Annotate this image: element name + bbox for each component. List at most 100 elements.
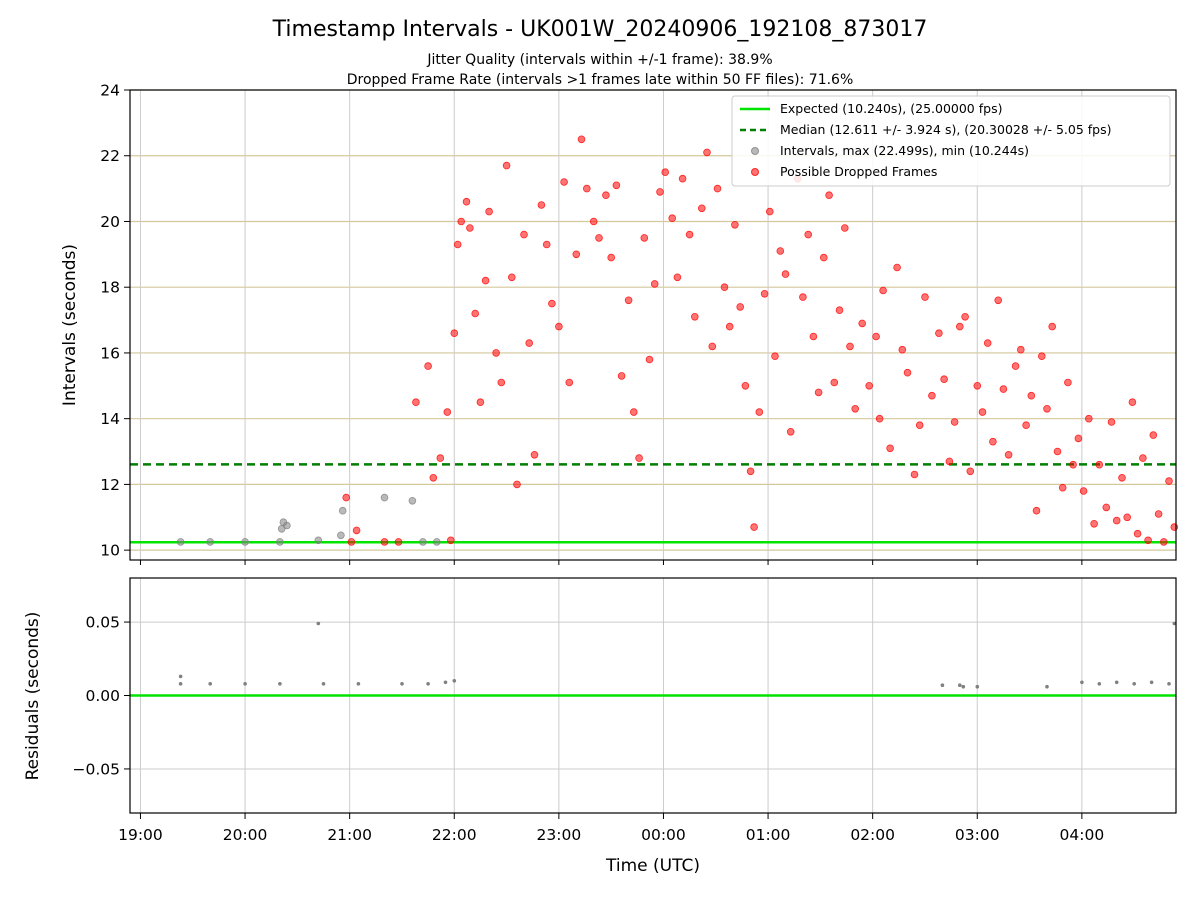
residual-point	[1167, 682, 1171, 686]
dropped-frame-point	[678, 174, 687, 183]
dropped-frame-point	[915, 421, 924, 430]
dropped-frame-point	[607, 253, 615, 262]
dropped-frame-point	[858, 319, 866, 328]
dropped-frame-point	[443, 408, 452, 416]
dropped-frame-point	[1090, 519, 1098, 528]
dropped-frame-point	[537, 201, 546, 209]
dropped-frame-point	[872, 332, 880, 341]
dropped-frame-point	[1170, 523, 1179, 531]
interval-point	[241, 538, 249, 546]
residual-point	[1080, 680, 1084, 685]
x-tick-label: 04:00	[1060, 826, 1105, 844]
top-y-tick-label: 18	[100, 279, 120, 297]
dropped-frame-point	[565, 378, 574, 387]
residual-point	[443, 680, 448, 685]
dropped-frame-point	[656, 188, 664, 196]
residual-point	[400, 682, 404, 686]
dropped-frame-point	[453, 240, 462, 249]
interval-point	[314, 536, 323, 545]
interval-point	[206, 538, 215, 546]
dropped-frame-point	[624, 296, 633, 305]
dropped-frame-point	[1107, 418, 1116, 426]
dropped-frame-point	[1133, 529, 1142, 538]
dropped-frame-point	[940, 375, 948, 384]
dropped-frame-point	[809, 332, 818, 341]
top-y-tick-label: 16	[100, 344, 120, 362]
residual-point	[1045, 684, 1049, 689]
dropped-frame-point	[513, 480, 521, 489]
residual-point	[178, 682, 183, 686]
dropped-frame-point	[589, 217, 598, 226]
interval-point	[337, 531, 345, 540]
dropped-frame-point	[771, 352, 779, 361]
dropped-frame-point	[755, 408, 764, 416]
dropped-frame-point	[781, 270, 790, 278]
x-tick-label: 02:00	[850, 826, 895, 844]
dropped-frame-point	[436, 454, 445, 462]
dropped-frame-point	[485, 207, 493, 216]
dropped-frame-point	[481, 276, 490, 285]
dropped-frame-point	[814, 388, 823, 397]
dropped-frame-point	[572, 250, 581, 259]
dropped-frame-point	[394, 538, 403, 546]
legend-expected-label: Expected (10.240s), (25.00000 fps)	[780, 101, 1002, 116]
dropped-frame-point	[898, 345, 907, 354]
dropped-frame-point	[1144, 536, 1152, 545]
dropped-frame-point	[731, 221, 739, 229]
dropped-frame-point	[685, 230, 694, 239]
dropped-frame-point	[1058, 483, 1067, 492]
dropped-frame-point	[617, 372, 626, 380]
residual-point	[1172, 621, 1177, 626]
dropped-frame-point	[530, 450, 539, 459]
interval-point	[276, 538, 284, 546]
top-plot-frame	[129, 89, 1177, 561]
dropped-frame-point	[776, 247, 785, 255]
dropped-frame-point	[1139, 454, 1147, 462]
dropped-frame-point	[635, 454, 643, 462]
residual-point	[961, 684, 966, 689]
x-tick-label: 01:00	[746, 826, 791, 844]
residual-point	[1132, 682, 1136, 686]
dropped-frame-point	[1095, 460, 1104, 469]
dropped-frame-point	[1123, 513, 1131, 522]
dropped-frame-point	[804, 230, 812, 239]
dropped-frame-point	[999, 385, 1008, 393]
dropped-frame-point	[741, 381, 750, 390]
bottom-y-axis-label: Residuals (seconds)	[23, 612, 43, 781]
dropped-frame-point	[846, 342, 854, 351]
dropped-frame-point	[1074, 434, 1083, 443]
dropped-frame-point	[983, 339, 992, 347]
dropped-frame-point	[645, 355, 654, 364]
dropped-frame-point	[1102, 503, 1111, 512]
legend-median-label: Median (12.611 +/- 3.924 s), (20.30028 +…	[780, 122, 1111, 137]
residual-point	[1114, 680, 1119, 685]
dropped-frame-point	[703, 148, 711, 157]
top-y-tick-label: 20	[100, 213, 120, 231]
dropped-frame-point	[1004, 450, 1013, 459]
residual-point	[208, 682, 212, 686]
dropped-frame-point	[875, 414, 884, 423]
dropped-frame-point	[989, 437, 997, 446]
interval-point	[419, 538, 427, 546]
dropped-frame-point	[865, 381, 873, 390]
top-plot: 10 12 14 16 18 20 22 24 Intervals (seconds) Exp…	[60, 82, 1179, 565]
dropped-frame-point	[893, 263, 901, 272]
chart-subtitle-dropped: Dropped Frame Rate (intervals >1 frames …	[347, 72, 854, 88]
dropped-frame-point	[1118, 473, 1126, 482]
residual-point	[278, 682, 282, 686]
dropped-frame-point	[973, 381, 982, 390]
dropped-frame-point	[819, 253, 828, 262]
dropped-frame-point	[697, 204, 706, 213]
dropped-frame-point	[851, 404, 859, 413]
dropped-frame-point	[1165, 477, 1173, 485]
interval-point	[283, 521, 291, 530]
dropped-frame-point	[502, 161, 511, 170]
dropped-frame-point	[1038, 352, 1046, 361]
residual-point	[452, 679, 457, 683]
legend-box	[731, 95, 1171, 187]
bottom-y-tick-label: 0.05	[85, 614, 120, 632]
dropped-frame-point	[1149, 431, 1158, 439]
dropped-frame-point	[921, 293, 929, 301]
dropped-frame-point	[412, 398, 420, 407]
dropped-frame-point	[462, 197, 471, 206]
